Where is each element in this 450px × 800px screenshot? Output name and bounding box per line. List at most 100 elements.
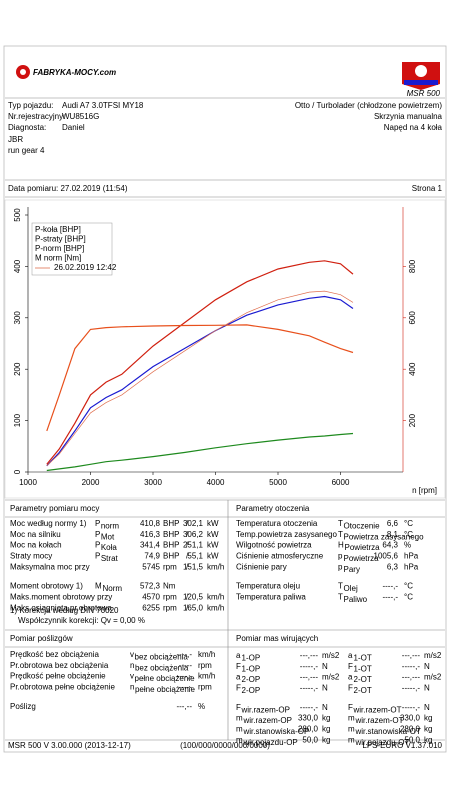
value: 280,0 — [400, 725, 421, 734]
symbol: a — [236, 673, 241, 682]
param-label: Moc na kołach — [10, 541, 62, 550]
symbol: v — [130, 650, 134, 659]
subscript: wir.pojazdu-OP — [243, 738, 298, 747]
x-tick-label: 1000 — [19, 478, 37, 487]
symbol: F — [236, 703, 241, 712]
unit: °C — [404, 519, 413, 528]
param-label: Moc na silniku — [10, 530, 61, 539]
subscript: pełne obciążenie — [135, 674, 196, 683]
legend-label: P-straty [BHP] — [35, 235, 86, 244]
footer-text: LPS-EURO V1.37.010 — [362, 741, 442, 750]
unit: rpm — [163, 562, 177, 571]
unit: rpm — [163, 593, 177, 602]
subscript: Paliwo — [344, 595, 368, 604]
symbol: a — [348, 651, 353, 660]
param-label: Maksymalna moc przy — [10, 562, 90, 571]
unit: m/s2 — [322, 673, 340, 682]
logo-text: FABRYKA-MOCY.com — [33, 68, 116, 77]
param-label: Ciśnienie atmosferyczne — [236, 552, 324, 561]
unit: km/h — [198, 672, 215, 681]
value: ---,-- — [176, 702, 192, 711]
legend-label: M norm [Nm] — [35, 254, 81, 263]
param-label: Poślizg — [10, 702, 36, 711]
value: 341,4 — [140, 541, 161, 550]
x-tick-label: 5000 — [269, 478, 287, 487]
unit: kg — [424, 714, 432, 723]
vehicle-label: Nr.rejestracyjny: — [8, 112, 65, 121]
symbol: P — [95, 541, 100, 550]
value: -----,- — [402, 703, 421, 712]
value: 55,1 — [187, 552, 203, 561]
value: 120,5 — [183, 593, 204, 602]
x-tick-label: 3000 — [144, 478, 162, 487]
subscript: Powietrza — [345, 543, 381, 552]
unit: Nm — [163, 582, 176, 591]
value: ---,--- — [402, 651, 421, 660]
unit: km/h — [207, 603, 224, 612]
legend-label: P-koła [BHP] — [35, 225, 81, 234]
value: 330,0 — [400, 714, 421, 723]
legend-label: P-norm [BHP] — [35, 244, 84, 253]
value: 306,2 — [183, 530, 204, 539]
value: ---,--- — [402, 673, 421, 682]
subscript: Olej — [344, 584, 358, 593]
subscript: 1-OT — [354, 654, 372, 663]
series-line — [46, 290, 354, 467]
series-line — [46, 324, 354, 432]
symbol: H — [338, 541, 344, 550]
vehicle-info: Otto / Turbolader (chłodzone powietrzem) — [295, 101, 443, 110]
value: 302,1 — [183, 519, 204, 528]
vehicle-info: Skrzynia manualna — [374, 112, 443, 121]
subscript: bez obciążenia — [135, 653, 189, 662]
symbol: F — [348, 684, 353, 693]
section-title: Parametry otoczenia — [236, 504, 310, 513]
unit: N — [322, 662, 328, 671]
symbol: a — [236, 651, 241, 660]
param-label: Wilgotność powietrza — [236, 541, 312, 550]
separator: / — [186, 530, 189, 539]
symbol: n — [130, 683, 134, 692]
value: -----,- — [300, 662, 319, 671]
unit: kg — [322, 714, 330, 723]
x-axis-label: n [rpm] — [412, 486, 437, 495]
value: ----,- — [176, 650, 192, 659]
symbol: T — [338, 593, 343, 602]
value: 165,0 — [183, 603, 204, 612]
value: -----,- — [300, 703, 319, 712]
symbol: m — [236, 725, 243, 734]
unit: kg — [424, 725, 432, 734]
subscript: Otoczenie — [344, 522, 381, 531]
unit: rpm — [163, 603, 177, 612]
subscript: Powietrza zasysanego — [344, 532, 425, 541]
unit: hPa — [404, 562, 419, 571]
value: 5745 — [142, 562, 160, 571]
value: 251,1 — [183, 541, 204, 550]
value: -----,- — [300, 684, 319, 693]
unit: kg — [424, 735, 432, 744]
param-label: Maks.osiągnięta pr.obrotowa — [10, 603, 112, 612]
value: -----,- — [402, 684, 421, 693]
unit: kW — [207, 530, 219, 539]
param-label: Pr.obrotowa bez obciążenia — [10, 661, 109, 670]
x-tick-label: 2000 — [82, 478, 100, 487]
symbol: v — [130, 672, 134, 681]
unit: kW — [207, 519, 219, 528]
series-line — [46, 295, 354, 467]
vehicle-value: WU8516G — [62, 112, 99, 121]
unit: °C — [404, 582, 413, 591]
value: 6255 — [142, 603, 160, 612]
value: 1005,6 — [374, 552, 399, 561]
value: ----- — [179, 661, 193, 670]
symbol: a — [348, 673, 353, 682]
subscript: wir.pojazdu-OT — [355, 738, 410, 747]
subscript: wir.stanowiska-OT — [355, 727, 421, 736]
value: 572,3 — [140, 582, 161, 591]
subscript: 1-OT — [354, 664, 372, 673]
unit: m/s2 — [424, 673, 442, 682]
y2-tick-label: 600 — [408, 311, 417, 325]
vehicle-value: Audi A7 3.0TFSI MY18 — [62, 101, 144, 110]
subscript: bez obciążenia — [135, 663, 189, 672]
separator: / — [186, 552, 189, 561]
value: ----- — [179, 683, 193, 692]
